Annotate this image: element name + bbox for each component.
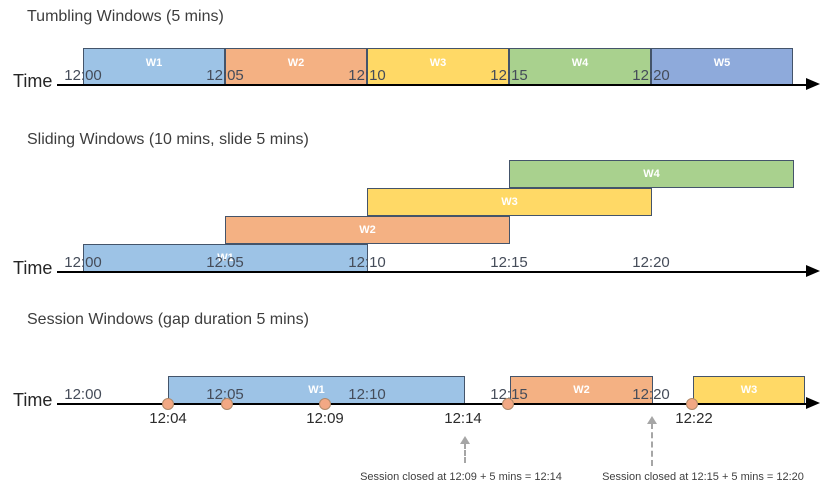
time-axis-label-session: Time <box>13 390 53 410</box>
dashed-up-arrowhead-icon <box>647 416 657 424</box>
dashed-up-arrowhead-icon <box>460 436 470 444</box>
window-label-session-w1: W1 <box>308 384 325 396</box>
time-axis-label-sliding: Time <box>13 258 53 278</box>
axis-tick-label-session: 12:10 <box>348 386 386 403</box>
window-label-tumbling-w1: W1 <box>145 57 163 69</box>
axis-tick-label-session: 12:00 <box>64 386 102 403</box>
dashed-arrow-line <box>464 443 466 463</box>
window-label-sliding-w1: W1 <box>217 252 234 264</box>
axis-tick-label-sliding: 12:15 <box>490 254 528 271</box>
event-time-label: 12:09 <box>306 410 344 427</box>
event-time-label: 12:14 <box>444 410 482 427</box>
window-tumbling-w2 <box>225 48 367 85</box>
window-sliding-w4 <box>509 160 794 188</box>
window-label-session-w3: W3 <box>740 384 758 396</box>
axis-tick-label-tumbling: 12:10 <box>348 67 386 84</box>
axis-tick-label-session: 12:15 <box>490 386 528 403</box>
time-axis-line-session <box>57 403 806 405</box>
window-sliding-w1 <box>83 244 368 272</box>
session-closed-annotation: Session closed at 12:15 + 5 mins = 12:20 <box>602 471 804 483</box>
event-dot <box>319 398 331 410</box>
event-time-label: 12:22 <box>675 410 713 427</box>
axis-tick-label-session: 12:05 <box>206 386 244 403</box>
section-title-sliding: Sliding Windows (10 mins, slide 5 mins) <box>27 131 309 148</box>
time-axis-arrowhead-icon-tumbling <box>806 78 820 90</box>
axis-tick-label-tumbling: 12:20 <box>632 67 670 84</box>
axis-tick-label-tumbling: 12:00 <box>64 67 102 84</box>
window-label-tumbling-w5: W5 <box>713 57 731 69</box>
time-axis-label-tumbling: Time <box>13 71 53 91</box>
axis-tick-label-sliding: 12:05 <box>206 254 244 271</box>
window-tumbling-w1 <box>83 48 225 85</box>
window-sliding-w3 <box>367 188 652 216</box>
window-label-tumbling-w4: W4 <box>571 57 589 69</box>
time-axis-line-sliding <box>57 271 806 273</box>
window-label-tumbling-w3: W3 <box>429 57 447 69</box>
event-dot <box>686 398 698 410</box>
event-dot <box>502 398 514 410</box>
event-dot <box>221 398 233 410</box>
axis-tick-label-tumbling: 12:05 <box>206 67 244 84</box>
event-dot <box>162 398 174 410</box>
axis-tick-label-tumbling: 12:15 <box>490 67 528 84</box>
window-label-sliding-w3: W3 <box>501 196 518 208</box>
axis-tick-label-sliding: 12:10 <box>348 254 386 271</box>
window-session-w2 <box>510 376 653 404</box>
event-time-label: 12:04 <box>149 410 187 427</box>
window-label-session-w2: W2 <box>573 384 590 396</box>
time-axis-arrowhead-icon-sliding <box>806 265 820 277</box>
dashed-arrow-line <box>651 423 653 466</box>
axis-tick-label-sliding: 12:20 <box>632 254 670 271</box>
window-label-tumbling-w2: W2 <box>287 57 305 69</box>
axis-tick-label-session: 12:20 <box>632 386 670 403</box>
section-title-session: Session Windows (gap duration 5 mins) <box>27 311 309 328</box>
time-axis-line-tumbling <box>57 84 806 86</box>
window-sliding-w2 <box>225 216 510 244</box>
axis-tick-label-sliding: 12:00 <box>64 254 102 271</box>
session-closed-annotation: Session closed at 12:09 + 5 mins = 12:14 <box>360 471 562 483</box>
window-label-sliding-w2: W2 <box>359 224 376 236</box>
time-axis-arrowhead-icon-session <box>806 397 820 409</box>
window-label-sliding-w4: W4 <box>643 168 660 180</box>
section-title-tumbling: Tumbling Windows (5 mins) <box>27 8 224 25</box>
window-tumbling-w4 <box>509 48 651 85</box>
